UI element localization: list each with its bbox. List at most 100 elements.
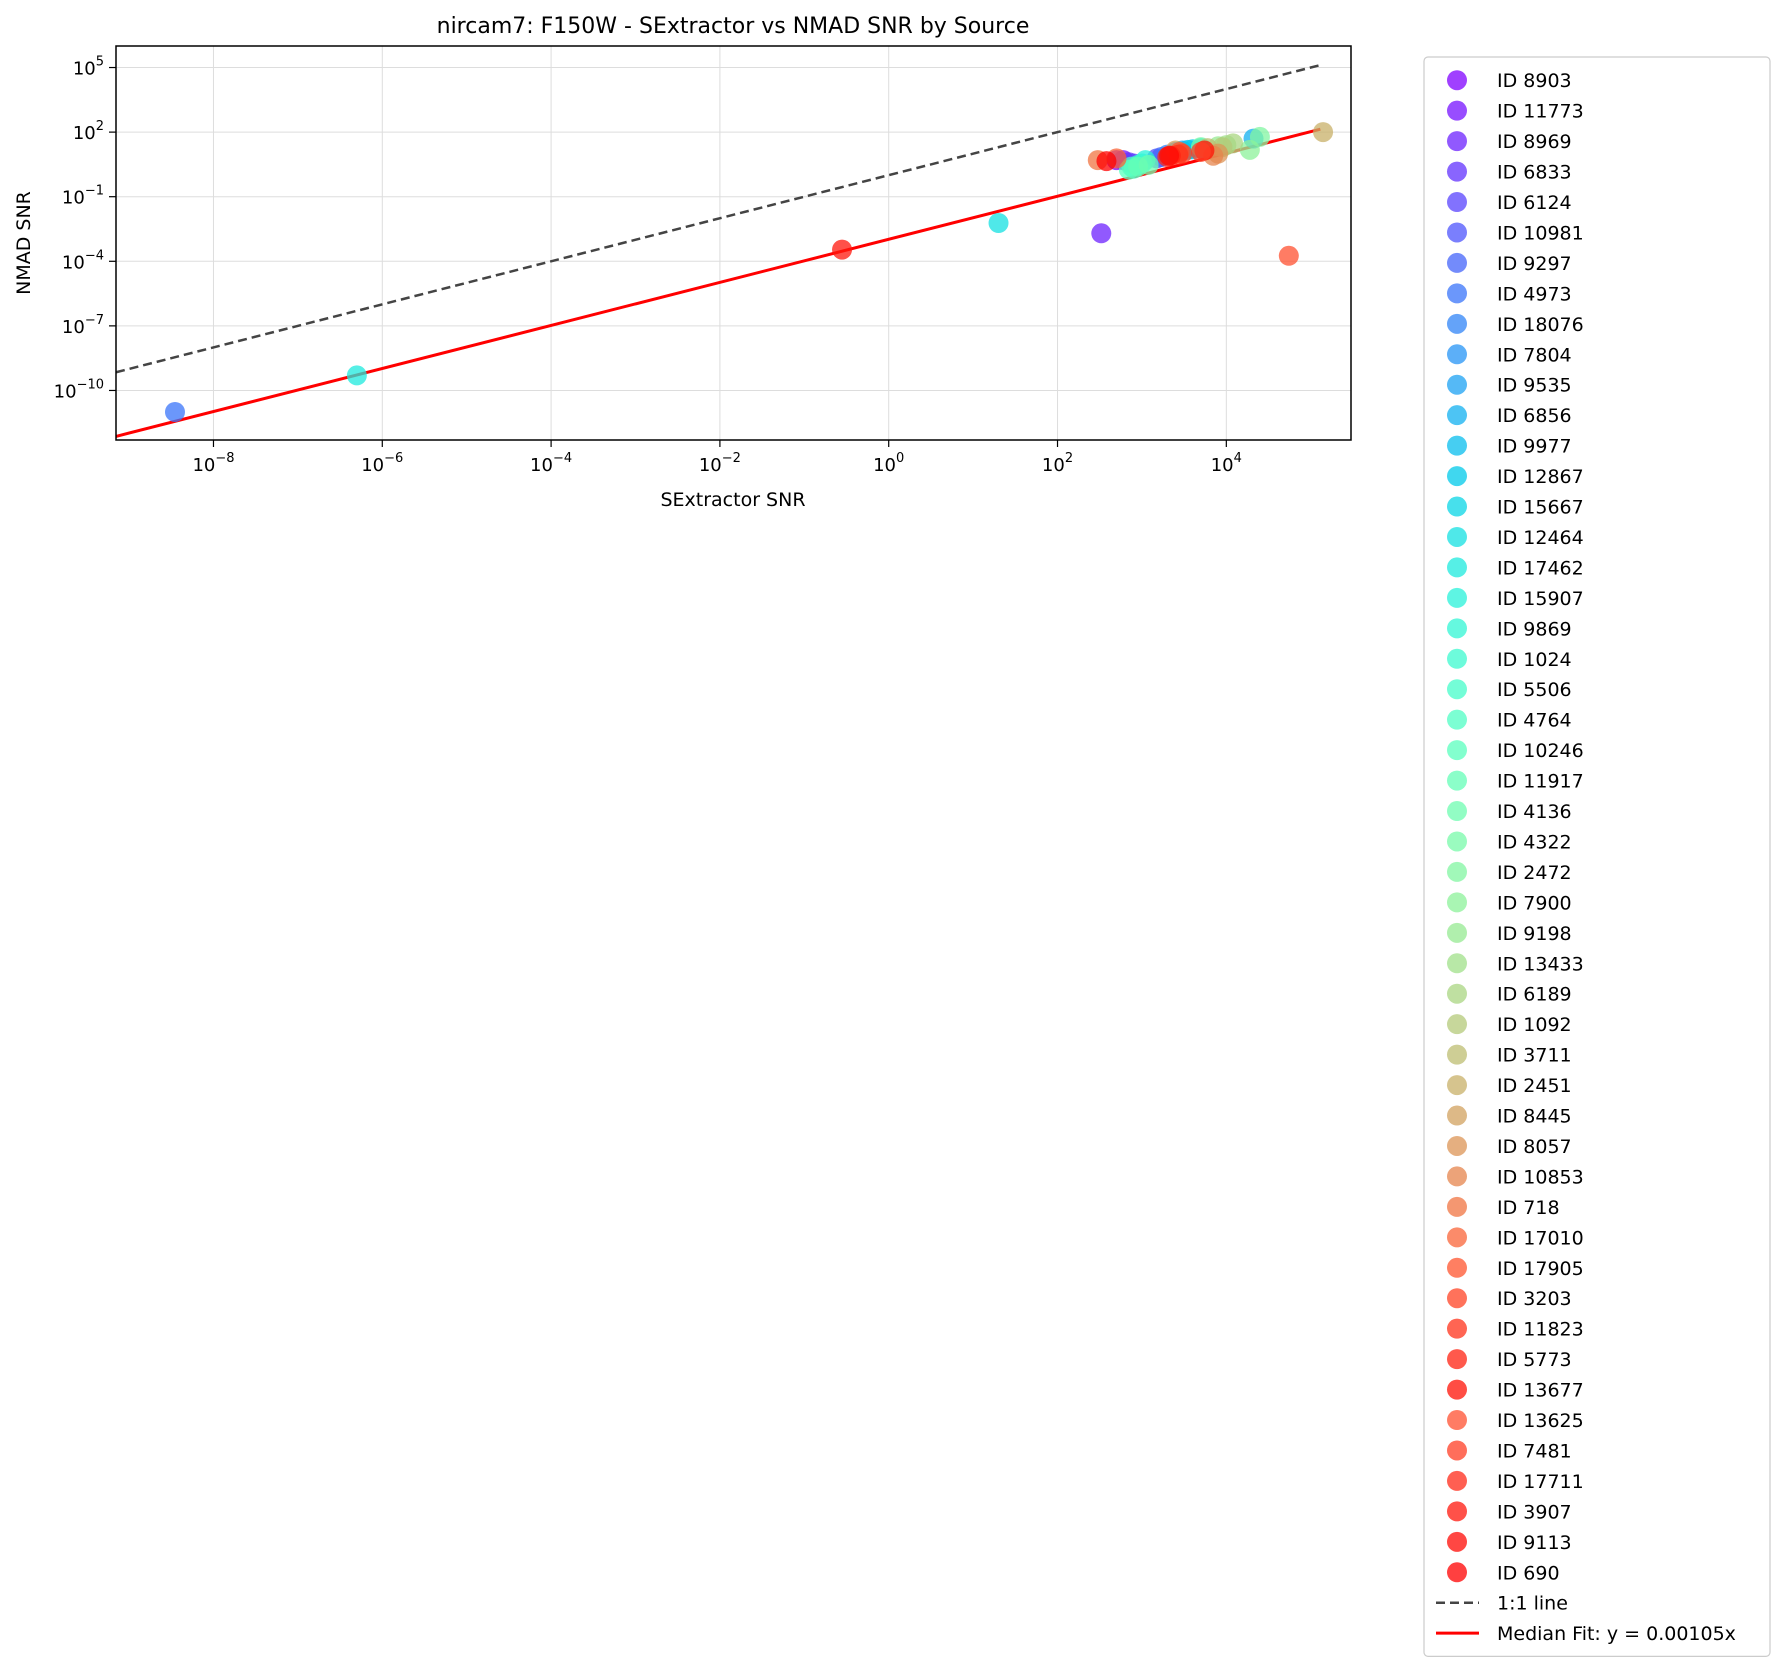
y-tick-label: 105 (73, 55, 104, 80)
legend-marker (1447, 131, 1467, 152)
legend-label: ID 4973 (1497, 283, 1572, 305)
legend-marker (1447, 740, 1467, 761)
legend-label: ID 5506 (1497, 679, 1572, 701)
legend-marker (1447, 1196, 1467, 1217)
legend-marker (1447, 1318, 1467, 1339)
legend-label: ID 6189 (1497, 984, 1572, 1006)
y-tick-label: 10−1 (62, 184, 104, 209)
legend-marker (1447, 313, 1467, 334)
grid-lines (116, 46, 1351, 440)
legend-label: ID 18076 (1497, 314, 1584, 336)
x-axis-label: SExtractor SNR (660, 489, 805, 511)
legend-label: ID 3711 (1497, 1045, 1572, 1067)
legend-label: ID 12464 (1497, 527, 1584, 549)
legend-label: ID 5773 (1497, 1349, 1572, 1371)
data-point (1096, 151, 1117, 172)
y-tick-label: 102 (73, 119, 104, 144)
data-point (1138, 154, 1159, 175)
data-point (1159, 145, 1180, 166)
legend-marker (1447, 983, 1467, 1004)
legend-label: ID 17010 (1497, 1227, 1584, 1249)
legend-marker (1447, 161, 1467, 182)
legend-marker (1447, 892, 1467, 913)
x-tick-label: 10−6 (361, 451, 403, 476)
legend-label: ID 9297 (1497, 253, 1572, 275)
legend-marker (1447, 466, 1467, 487)
plot-area (116, 46, 1351, 440)
data-points (164, 122, 1334, 422)
legend-label: ID 1092 (1497, 1014, 1572, 1036)
legend-marker (1447, 1410, 1467, 1431)
y-tick-label: 10−10 (54, 377, 104, 402)
legend-label: ID 12867 (1497, 466, 1584, 488)
x-tick-label: 10−8 (192, 451, 234, 476)
legend-box (1423, 56, 1771, 1658)
legend-marker (1447, 252, 1467, 273)
x-tick-label: 104 (1211, 451, 1242, 476)
chart-title: nircam7: F150W - SExtractor vs NMAD SNR … (437, 14, 1030, 39)
legend-label: ID 9198 (1497, 923, 1572, 945)
y-tick-label: 10−7 (62, 313, 104, 338)
legend-marker (1447, 435, 1467, 456)
legend-label: ID 17905 (1497, 1258, 1584, 1280)
data-point (346, 365, 367, 386)
legend-label: ID 4764 (1497, 710, 1572, 732)
legend-marker (1447, 648, 1467, 669)
x-tick-label: 10−4 (530, 451, 572, 476)
legend-marker (1447, 70, 1467, 91)
legend-marker (1447, 1288, 1467, 1309)
legend-marker (1447, 922, 1467, 943)
legend-label: ID 17711 (1497, 1471, 1584, 1493)
legend-marker (1447, 557, 1467, 578)
legend-label: ID 17462 (1497, 557, 1584, 579)
legend-label: ID 690 (1497, 1562, 1560, 1584)
data-point (1278, 245, 1299, 266)
x-tick-label: 100 (873, 451, 904, 476)
legend-label: ID 4136 (1497, 801, 1572, 823)
legend-label: ID 4322 (1497, 831, 1572, 853)
legend-label: ID 9977 (1497, 436, 1572, 458)
legend-marker (1447, 953, 1467, 974)
legend-marker (1447, 679, 1467, 700)
legend-label: ID 7481 (1497, 1440, 1572, 1462)
legend-marker (1447, 405, 1467, 426)
legend-marker (1447, 587, 1467, 608)
legend-label: ID 6833 (1497, 162, 1572, 184)
legend-label: ID 7804 (1497, 344, 1572, 366)
legend-label: ID 13625 (1497, 1410, 1584, 1432)
one-to-one-line (115, 63, 1321, 374)
legend-marker (1447, 1135, 1467, 1156)
legend-label: ID 6124 (1497, 192, 1572, 214)
legend-marker (1447, 192, 1467, 213)
legend-marker (1447, 1257, 1467, 1278)
legend-marker (1447, 1014, 1467, 1035)
reference-lines (115, 63, 1321, 438)
legend-label: ID 15907 (1497, 588, 1584, 610)
legend-marker (1447, 1349, 1467, 1370)
legend-label: ID 8903 (1497, 70, 1572, 92)
legend-marker (1447, 222, 1467, 243)
legend-label: ID 8057 (1497, 1136, 1572, 1158)
legend-label: ID 8445 (1497, 1106, 1572, 1128)
legend-marker (1447, 709, 1467, 730)
data-point (988, 213, 1009, 234)
legend-marker (1447, 1470, 1467, 1491)
legend-label: ID 718 (1497, 1197, 1560, 1219)
legend-label: ID 11823 (1497, 1319, 1584, 1341)
legend-label: 1:1 line (1497, 1593, 1568, 1615)
data-point (1313, 122, 1334, 143)
legend-marker (1447, 1044, 1467, 1065)
legend-label: ID 8969 (1497, 131, 1572, 153)
legend-marker (1447, 1105, 1467, 1126)
legend-marker (1447, 374, 1467, 395)
legend-marker (1447, 801, 1467, 822)
x-tick-label: 102 (1042, 451, 1073, 476)
legend-marker (1447, 526, 1467, 547)
y-tick-label: 10−4 (62, 248, 104, 273)
legend-marker (1447, 496, 1467, 517)
legend-label: ID 6856 (1497, 405, 1572, 427)
legend-marker (1447, 283, 1467, 304)
legend-label: ID 3203 (1497, 1288, 1572, 1310)
legend-marker (1447, 1562, 1467, 1583)
